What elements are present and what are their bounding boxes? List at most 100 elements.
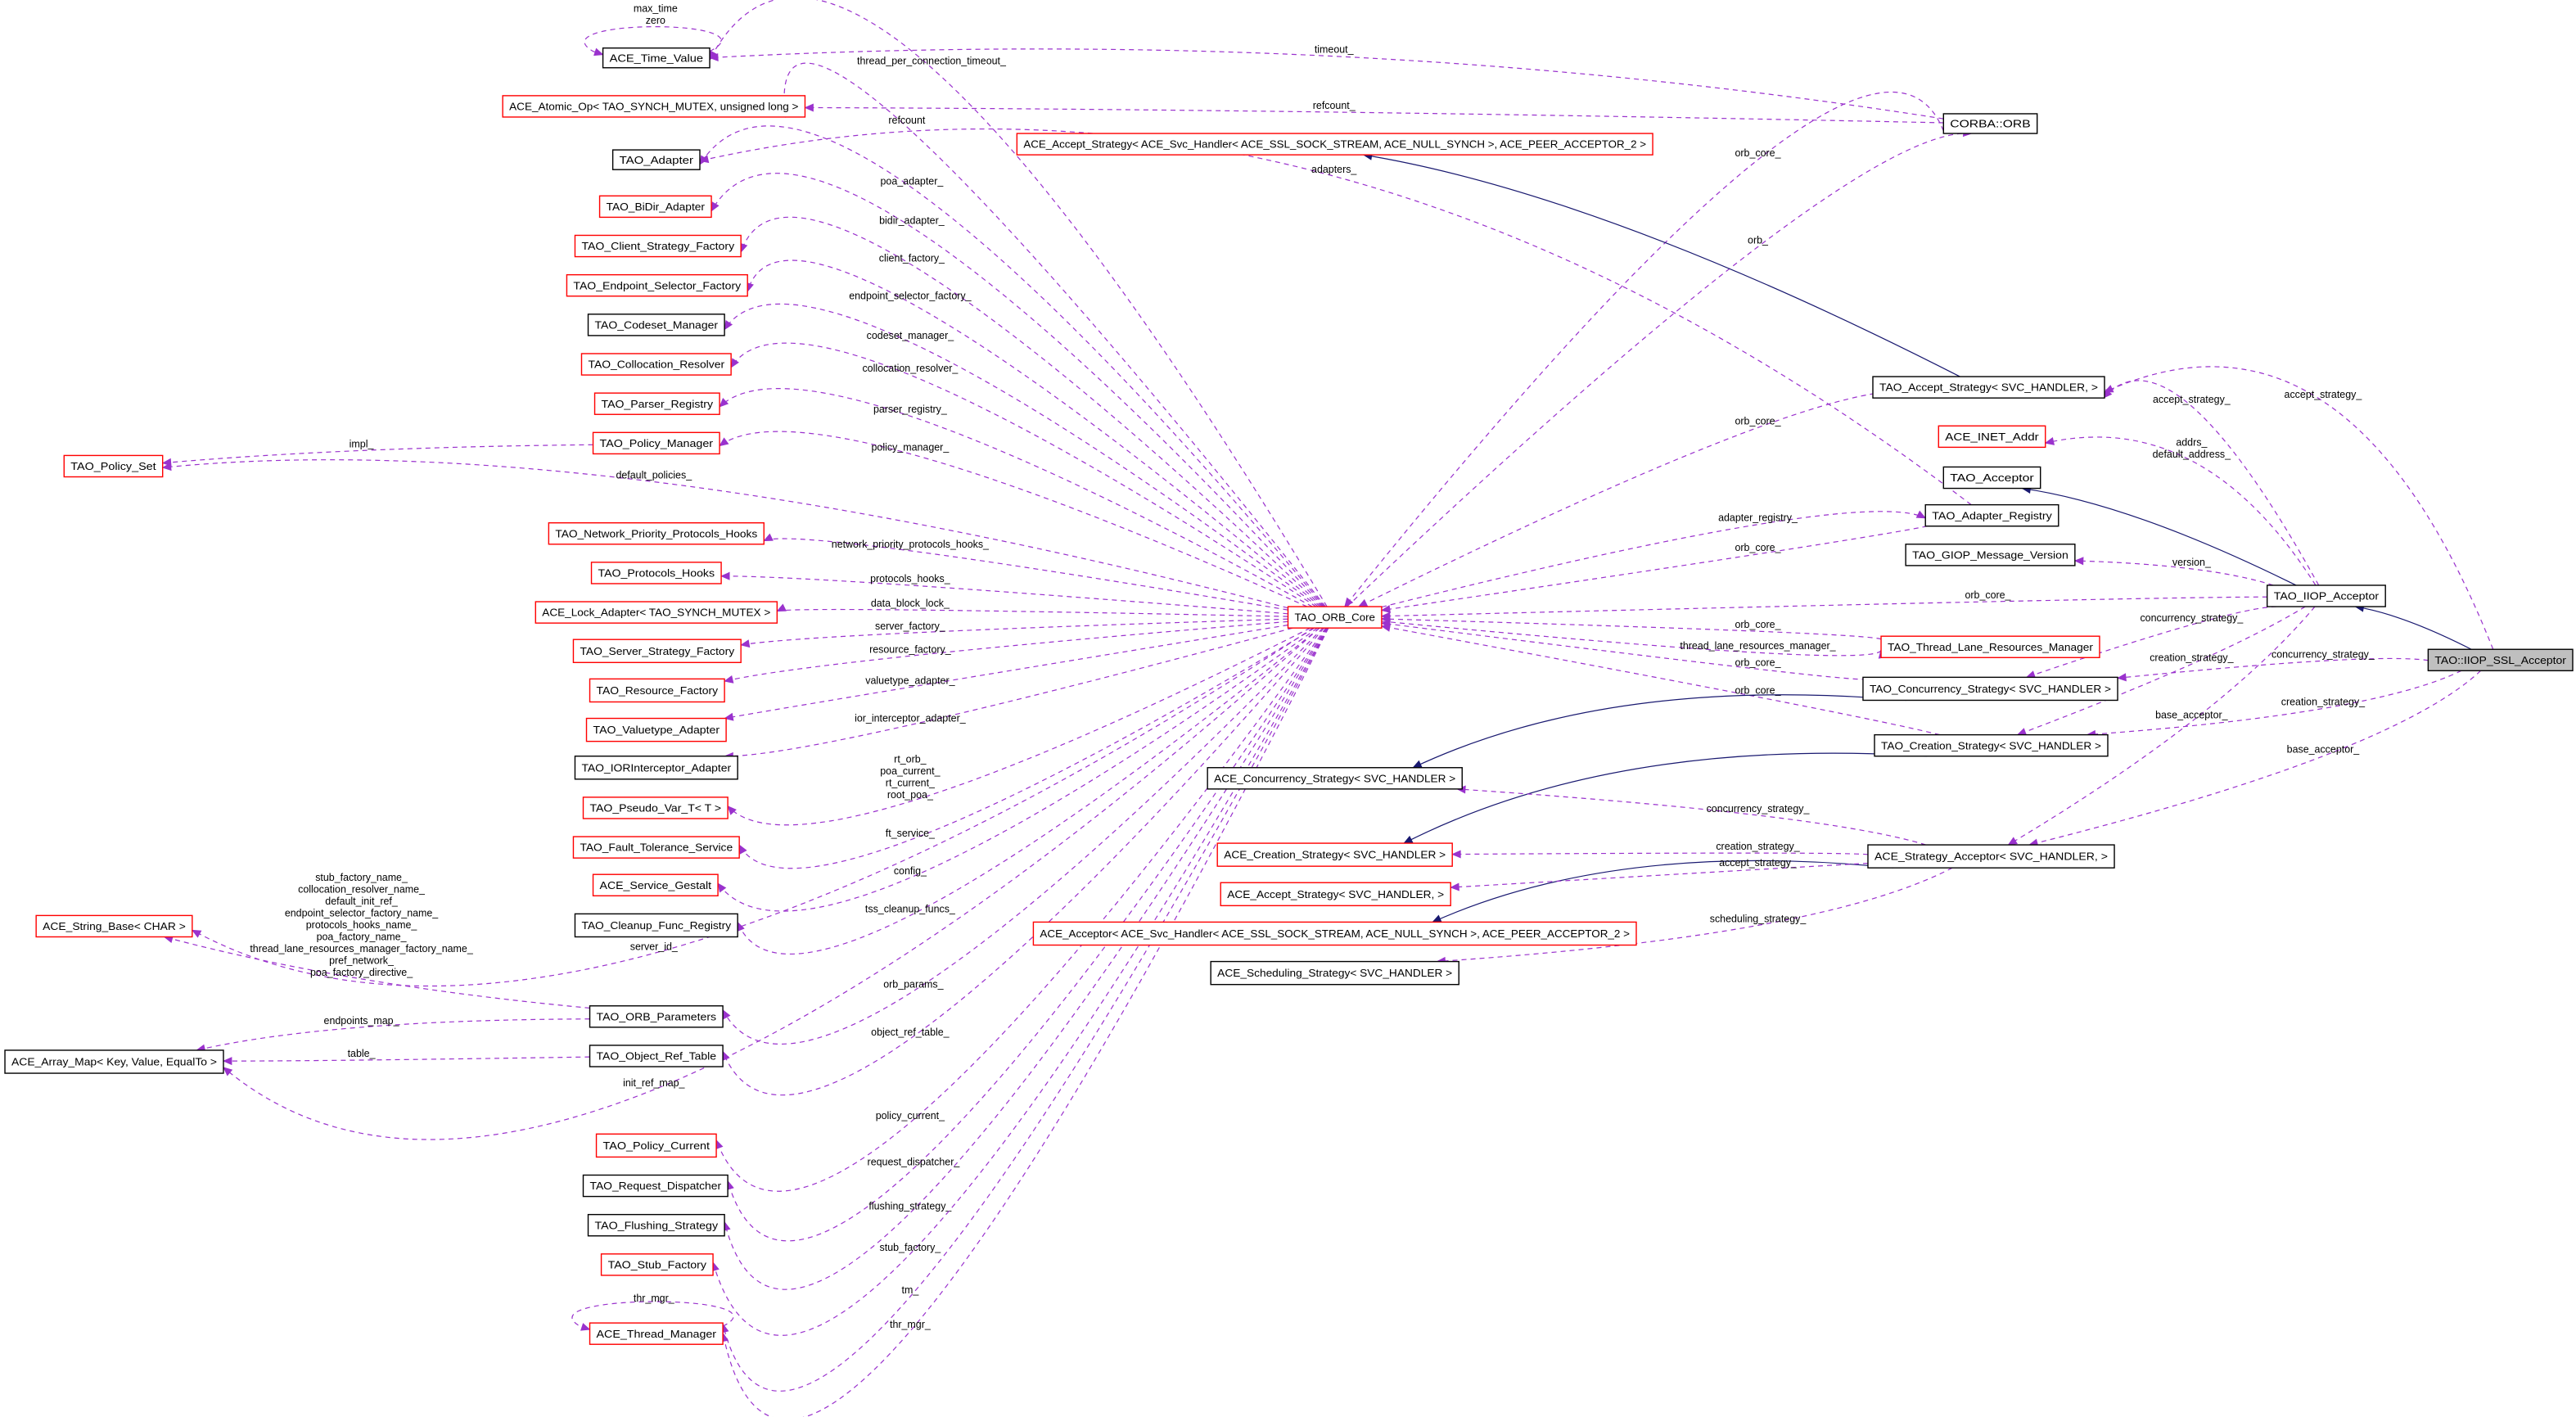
class-name: TAO_BiDir_Adapter [607,201,706,213]
class-node-taoacc[interactable]: TAO_Accept_Strategy< SVC_HANDLER, > [1872,376,2105,399]
class-box [590,562,722,584]
class-box [548,522,765,545]
class-node-thrmgr[interactable]: ACE_Thread_Manager [589,1322,724,1345]
member-arrow-icon [740,639,751,648]
edge-label-line: policy_manager_ [872,441,950,453]
class-node-giop[interactable]: TAO_GIOP_Message_Version [1905,544,2076,566]
edge-label: stub_factory_name_ collocation_resolver_n… [250,872,473,978]
class-node-bidir[interactable]: TAO_BiDir_Adapter [598,195,712,219]
class-name: ACE_Lock_Adapter< TAO_SYNCH_MUTEX > [542,607,770,619]
edge-label: policy_current_ [876,1110,945,1121]
class-node-ssf[interactable]: TAO_Server_Strategy_Factory [572,639,742,664]
class-node-ssl[interactable]: TAO::IIOP_SSL_Acceptor [2427,648,2574,672]
class-box [2266,584,2386,607]
edge-line [1344,91,1944,607]
class-name: TAO_Adapter_Registry [1932,509,2052,521]
class-node-reqdisp[interactable]: TAO_Request_Dispatcher [582,1174,729,1198]
class-node-polmgr[interactable]: TAO_Policy_Manager [592,431,720,455]
class-name: ACE_Thread_Manager [597,1328,717,1340]
edge-ort-to-arraymap: table_ [222,1048,590,1066]
edge-core-to-polcur: policy_current_ [715,627,1327,1192]
class-node-aceconc[interactable]: ACE_Concurrency_Strategy< SVC_HANDLER > [1207,767,1463,790]
class-node-orb[interactable]: CORBA::ORB [1942,113,2038,134]
class-node-acecreat[interactable]: ACE_Creation_Strategy< SVC_HANDLER > [1216,842,1453,867]
class-node-codeset[interactable]: TAO_Codeset_Manager [587,314,725,336]
edge-stratacc-to-aceconc: concurrency_strategy_ [1456,785,1926,846]
edge-core-to-csf: client_factory_ [739,216,1323,607]
edge-core-to-colloc: collocation_resolver_ [730,342,1317,607]
class-node-vta[interactable]: TAO_Valuetype_Adapter [585,717,727,742]
class-node-pseudo[interactable]: TAO_Pseudo_Var_T< T > [582,796,729,819]
class-node-aceacceptor[interactable]: ACE_Acceptor< ACE_Svc_Handler< ACE_SSL_S… [1032,921,1637,946]
class-node-gestalt[interactable]: ACE_Service_Gestalt [592,873,719,897]
edge-label-line: server_id_ [630,941,679,953]
class-node-esf[interactable]: TAO_Endpoint_Selector_Factory [566,273,748,297]
class-node-tv[interactable]: ACE_Time_Value [602,47,711,69]
class-name: TAO_Accept_Strategy< SVC_HANDLER, > [1879,381,2098,394]
class-node-inet[interactable]: ACE_INET_Addr [1938,425,2046,449]
class-node-iiop[interactable]: TAO_IIOP_Acceptor [2266,584,2386,607]
class-node-cleanup[interactable]: TAO_Cleanup_Func_Registry [574,913,738,938]
class-node-parser[interactable]: TAO_Parser_Registry [593,392,720,415]
class-node-csf[interactable]: TAO_Client_Strategy_Factory [574,234,742,258]
edge-label-line: timeout_ [1315,44,1355,56]
edge-label: creation_strategy_ [2281,696,2366,707]
class-node-adreg[interactable]: TAO_Adapter_Registry [1924,503,2059,527]
class-name: ACE_Time_Value [610,52,703,64]
member-arrow-icon [709,52,719,62]
edge-label-line: refcount [888,115,925,126]
class-node-rf[interactable]: TAO_Resource_Factory [589,678,725,703]
class-node-acceptor[interactable]: TAO_Acceptor [1942,466,2041,490]
edge-taoconc-to-aceconc [1412,694,1906,769]
class-node-stratacc[interactable]: ACE_Strategy_Acceptor< SVC_HANDLER, > [1867,844,2115,869]
member-arrow-icon [161,463,172,472]
class-node-strbase[interactable]: ACE_String_Base< CHAR > [35,914,193,938]
edge-line [724,621,1288,682]
class-node-orbparams[interactable]: TAO_ORB_Parameters [589,1005,724,1028]
class-node-aceaccstrat[interactable]: ACE_Accept_Strategy< SVC_HANDLER, > [1220,882,1451,907]
class-node-taoconc[interactable]: TAO_Concurrency_Strategy< SVC_HANDLER > [1862,676,2118,702]
class-name: TAO_Policy_Set [70,460,156,472]
class-node-iora[interactable]: TAO_IORInterceptor_Adapter [574,756,738,780]
class-node-tlrm[interactable]: TAO_Thread_Lane_Resources_Manager [1880,635,2100,658]
class-node-polcur[interactable]: TAO_Policy_Current [595,1133,717,1158]
edge-core-to-parser: parser_registry_ [719,388,1313,607]
class-box [1872,376,2105,399]
edge-line [2022,487,2297,586]
member-arrow-icon [763,533,774,542]
class-node-atom[interactable]: ACE_Atomic_Op< TAO_SYNCH_MUTEX, unsigned… [502,95,806,118]
class-node-polset[interactable]: TAO_Policy_Set [63,454,164,478]
class-node-nph[interactable]: TAO_Network_Priority_Protocols_Hooks [548,522,765,545]
class-node-ort[interactable]: TAO_Object_Ref_Table [589,1045,724,1067]
class-node-lock[interactable]: ACE_Lock_Adapter< TAO_SYNCH_MUTEX > [535,601,778,624]
class-node-adapter[interactable]: TAO_Adapter [611,149,701,170]
edge-label: ior_interceptor_adapter_ [855,713,967,724]
class-node-flush[interactable]: TAO_Flushing_Strategy [587,1213,725,1237]
class-node-ft[interactable]: TAO_Fault_Tolerance_Service [572,836,740,859]
edge-label-line: endpoint_selector_factory_name_ [285,908,439,919]
class-name: TAO_Flushing_Strategy [595,1219,719,1231]
class-node-sched[interactable]: ACE_Scheduling_Strategy< SVC_HANDLER > [1210,960,1459,986]
class-node-aceacc[interactable]: ACE_Accept_Strategy< ACE_Svc_Handler< AC… [1016,133,1653,156]
edge-label: thread_lane_resources_manager_ [1680,640,1836,652]
edge-label: concurrency_strategy_ [1707,803,1811,815]
edge-line [715,627,1327,1192]
class-node-taocreat[interactable]: TAO_Creation_Strategy< SVC_HANDLER > [1874,733,2109,757]
class-box [2427,648,2574,672]
class-node-stubf[interactable]: TAO_Stub_Factory [600,1253,714,1276]
edge-orb-to-core: orb_core_ [1344,91,1944,607]
class-box [535,601,778,624]
edge-core-to-gestalt: config_ [717,627,1318,912]
edge-label-line: refcount_ [1313,100,1356,111]
edge-label-line: thr_mgr_ [634,1293,675,1304]
class-node-arraymap[interactable]: ACE_Array_Map< Key, Value, EqualTo > [4,1049,224,1074]
class-name: ACE_Array_Map< Key, Value, EqualTo > [11,1056,217,1068]
class-node-core[interactable]: TAO_ORB_Core [1287,606,1383,629]
edge-stratacc-to-sched: scheduling_strategy_ [1436,867,1953,965]
member-arrow-icon [222,1057,232,1066]
class-node-ph[interactable]: TAO_Protocols_Hooks [590,562,722,584]
edge-label-line: poa_factory_directive_ [310,967,413,978]
class-node-colloc[interactable]: TAO_Collocation_Resolver [580,353,732,376]
edge-orb-to-atom: refcount_ [804,100,1944,124]
class-box [595,1133,717,1158]
